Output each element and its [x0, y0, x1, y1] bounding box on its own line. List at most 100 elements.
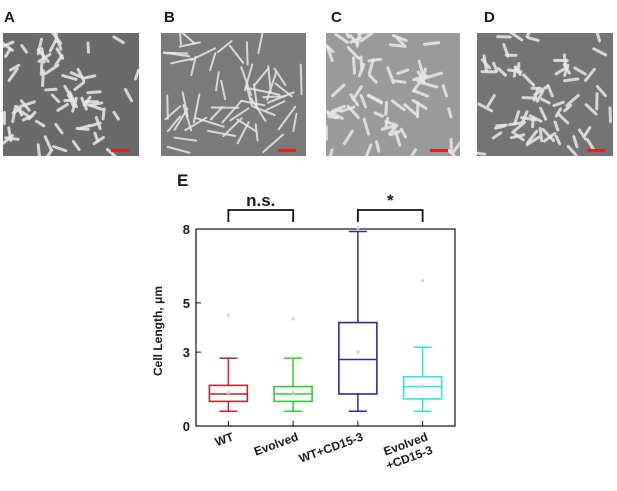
bacterial-cell: [542, 132, 557, 143]
bacterial-cell: [334, 33, 349, 44]
bacterial-cell: [349, 36, 363, 44]
bacterial-cell: [422, 41, 441, 46]
bacterial-cell: [327, 115, 340, 120]
scale-bar-c: [430, 149, 448, 152]
bacterial-cell: [8, 63, 21, 72]
panel-c-label: C: [331, 9, 342, 26]
bacterial-cell: [522, 73, 536, 87]
bacterial-cell: [508, 33, 524, 42]
bacterial-cell: [595, 33, 602, 43]
significance-bracket: [227, 209, 295, 222]
bacterial-cell: [403, 103, 419, 117]
bacterial-cell: [162, 51, 191, 58]
bacterial-cell: [236, 118, 258, 133]
bacterial-cell: [56, 102, 69, 112]
bacterial-cell: [477, 102, 494, 113]
bacterial-cell: [240, 66, 253, 96]
bacterial-cell: [426, 71, 444, 79]
bacterial-cell: [52, 145, 68, 153]
bacterial-cell: [7, 126, 13, 142]
bacterial-cell: [577, 128, 588, 141]
bacterial-cell: [450, 140, 460, 155]
bacterial-cell: [359, 33, 374, 43]
bacterial-cell: [563, 103, 573, 113]
bacterial-cell: [7, 67, 19, 83]
bacterial-cell: [170, 57, 194, 65]
bacterial-cell: [386, 66, 395, 85]
bacterial-cell: [215, 71, 220, 92]
bacterial-cell: [331, 111, 344, 120]
bacterial-cell: [112, 110, 120, 121]
bacterial-cell: [63, 84, 73, 99]
bacterial-cell: [554, 134, 562, 146]
bacterial-cell: [362, 117, 371, 136]
bacterial-cell: [395, 36, 406, 47]
outlier-point: [356, 226, 360, 230]
bacterial-cell: [477, 151, 487, 156]
bacterial-cell: [240, 99, 266, 107]
bacterial-cell: [417, 59, 425, 76]
bacterial-cell: [359, 94, 367, 109]
bacterial-cell: [71, 96, 78, 113]
bacterial-cell: [44, 87, 58, 92]
y-tick-label: 8: [183, 222, 190, 237]
bacterial-cell: [80, 96, 88, 111]
bacterial-cell: [243, 63, 254, 92]
bacterial-cell: [495, 123, 508, 128]
bacterial-cell: [88, 101, 104, 107]
bacterial-cell: [419, 81, 439, 89]
bacterial-cell: [541, 128, 556, 143]
bacterial-cell: [392, 79, 407, 84]
bacterial-cell: [573, 66, 587, 76]
bacterial-cell: [61, 74, 78, 81]
bacterial-cell: [86, 41, 91, 54]
bacterial-cell: [412, 74, 428, 82]
bacterial-cell: [513, 110, 521, 126]
bacterial-cell: [526, 129, 539, 145]
x-category-label: Evolved+CD15-3: [379, 430, 434, 473]
panel-e-label: E: [177, 171, 188, 190]
bacterial-cell: [585, 138, 595, 151]
bacterial-cell: [380, 124, 396, 131]
bacterial-cell: [535, 89, 545, 103]
scale-bar-a: [111, 149, 129, 152]
bacterial-cell: [133, 68, 139, 81]
bacterial-cell: [513, 65, 522, 76]
bacterial-cell: [216, 40, 233, 54]
bacterial-cell: [525, 33, 531, 38]
bacterial-cell: [190, 55, 197, 77]
scale-bar-d: [587, 149, 605, 152]
bacterial-cell: [592, 47, 608, 57]
bacterial-cell: [583, 67, 596, 83]
bacterial-cell: [486, 93, 496, 108]
bacterial-cell: [367, 58, 375, 75]
bacterial-cell: [388, 123, 399, 136]
mean-marker: [421, 385, 425, 389]
bacterial-cell: [357, 62, 366, 78]
bacterial-cell: [21, 114, 34, 122]
bacterial-cell: [511, 120, 527, 134]
bacterial-cell: [441, 84, 449, 98]
bacterial-cell: [411, 76, 425, 93]
bacterial-cell: [40, 47, 46, 64]
bacterial-cell: [190, 47, 217, 61]
bacterial-cell: [43, 135, 53, 152]
bacterial-cell: [339, 105, 356, 113]
bacterial-cell: [112, 35, 125, 45]
bacterial-cell: [508, 121, 523, 127]
bacterial-cell: [367, 57, 382, 63]
bacterial-cell: [266, 70, 278, 101]
bacterial-cell: [245, 41, 249, 66]
bacterial-cell: [18, 100, 36, 108]
bacterial-cell: [326, 43, 335, 53]
bacterial-cell: [562, 53, 568, 71]
outlier-point: [421, 279, 425, 283]
bacterial-cell: [554, 107, 563, 118]
significance-bracket: [356, 209, 424, 222]
bacterial-cell: [34, 119, 46, 128]
bacterial-cell: [229, 107, 250, 122]
bacterial-cell: [557, 113, 570, 125]
bacterial-cell: [491, 131, 503, 140]
bacterial-cell: [584, 103, 598, 116]
